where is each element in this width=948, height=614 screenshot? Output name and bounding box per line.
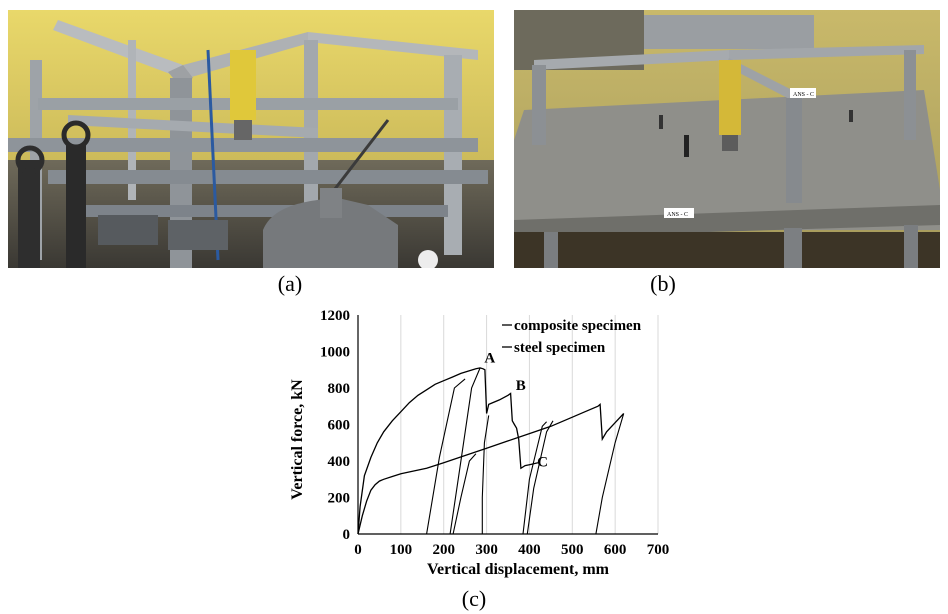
annotation-label: A [484,350,495,366]
x-tick-label: 700 [647,542,670,558]
x-tick-label: 200 [432,542,455,558]
unloading-branch [526,420,554,535]
x-tick-label: 0 [354,542,362,558]
unloading-branch [595,413,625,535]
y-tick-label: 600 [328,418,351,434]
photo-b: ANS - C ANS - C [514,10,940,268]
force-displacement-chart: 0 100 200 300 400 500 600 700 0 200 400 600 800 1000 1… [280,300,700,590]
x-tick-label: 100 [390,542,413,558]
x-tick-label: 400 [518,542,541,558]
steel-frame-test-photo-icon [8,10,494,268]
annotation-label: B [516,378,526,394]
composite-slab-test-photo-icon: ANS - C ANS - C [514,10,940,268]
series-line-1 [357,367,539,535]
annotations: A B C [484,350,548,470]
y-tick-label: 400 [328,454,351,470]
y-tick-label: 0 [343,527,351,543]
unloading-branch [449,367,481,535]
y-tick-label: 1000 [320,345,350,361]
chart-svg: 0 100 200 300 400 500 600 700 0 200 400 600 800 1000 1… [289,308,669,578]
annotation-label: C [537,454,548,470]
caption-a: (a) [277,271,303,296]
legend-entry: composite specimen [514,318,642,334]
legend: composite specimen steel specimen [502,318,642,356]
unloading-branch [481,415,490,534]
y-axis-title: Vertical force, kN [289,379,306,500]
y-tick-label: 1200 [320,308,350,324]
slab-label: ANS - C [667,212,688,218]
caption-c: (c) [461,586,487,611]
photo-a [8,10,494,268]
x-tick-label: 600 [604,542,627,558]
tick-labels: 0 100 200 300 400 500 600 700 0 200 400 600 800 1000 1… [320,308,669,558]
unloading-branch [426,378,466,535]
x-tick-label: 500 [561,542,584,558]
axes [357,315,658,535]
y-tick-label: 200 [328,491,351,507]
unloading-branch [452,453,477,535]
series-line-2 [357,403,625,535]
grid [400,315,659,534]
legend-entry: steel specimen [514,340,606,356]
post-label: ANS - C [793,92,814,98]
unloading-branch [522,421,547,535]
x-axis-title: Vertical displacement, mm [427,561,610,578]
x-tick-label: 300 [475,542,498,558]
y-tick-label: 800 [328,381,351,397]
caption-b: (b) [650,271,676,296]
curves [357,367,625,535]
